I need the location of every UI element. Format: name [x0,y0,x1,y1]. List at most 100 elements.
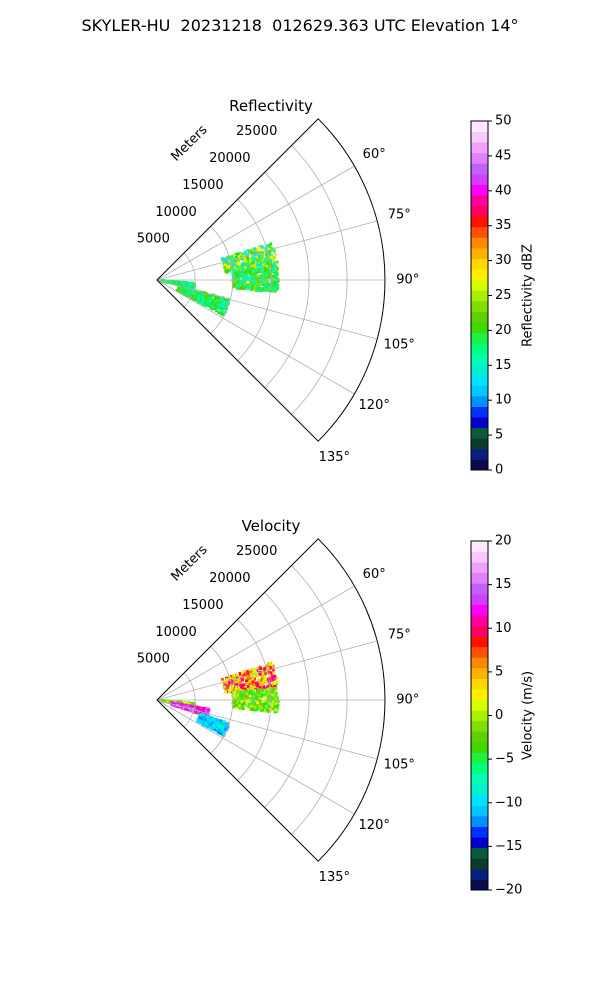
reflectivity-echo-gate [261,246,265,250]
reflectivity-echo-gate [253,253,256,256]
velocity-echo-gate [254,668,258,672]
velocity-echo-gate [212,723,216,727]
reflectivity-echo-gate [264,260,268,264]
velocity-echo-gate [199,720,203,724]
velocity-echo-gate [247,702,251,706]
reflectivity-echo-gate [245,262,249,265]
reflectivity-azimuth-tick-label: 120° [359,398,390,413]
reflectivity-echo-gate [237,259,240,263]
reflectivity-echo-gate [250,288,254,292]
velocity-echo-gate [275,706,279,710]
velocity-echo-gate [239,692,242,696]
reflectivity-echo-gate [236,280,240,284]
velocity-echo-gate [183,701,186,705]
velocity-echo-gate [237,696,241,700]
velocity-echo-gate [264,672,268,675]
velocity-echo-gate [232,696,236,699]
reflectivity-echo-gate [227,256,230,260]
reflectivity-echo-gate [260,280,264,284]
velocity-echo-gate [241,686,244,690]
velocity-echo-gate [224,722,228,726]
reflectivity-echo-gate [257,280,260,284]
velocity-colorbar-segment [471,562,488,574]
reflectivity-echo-gate [235,262,239,265]
reflectivity-echo-gate [247,269,251,273]
velocity-echo-gate [226,686,229,690]
reflectivity-echo-gate [233,264,236,268]
reflectivity-echo-gate [254,279,258,283]
velocity-colorbar-label: Velocity (m/s) [521,671,536,760]
velocity-colorbar-segment [471,699,488,711]
velocity-colorbar-tick-label: −10 [495,795,522,810]
reflectivity-echo-gate [251,267,255,270]
reflectivity-echo-gate [177,288,181,291]
reflectivity-echo-gate [243,262,247,265]
reflectivity-echo-gate [260,257,264,261]
reflectivity-echo-gate [183,287,186,291]
reflectivity-echo-gate [182,292,185,296]
reflectivity-colorbar-segment [471,226,488,238]
reflectivity-echo-gate [227,269,231,273]
velocity-echo-gate [274,708,278,712]
reflectivity-echo-gate [238,282,242,285]
velocity-echo-gate [271,664,275,668]
velocity-echo-gate [221,677,224,681]
velocity-echo-gate [275,676,278,680]
velocity-echo-gate [271,682,275,685]
velocity-echo-gate [247,704,251,708]
velocity-azimuth-tick-label: 105° [384,757,415,772]
velocity-echo-gate [202,707,206,710]
velocity-echo-gate [264,686,267,690]
reflectivity-echo-gate [266,258,270,261]
reflectivity-echo-gate [239,253,243,257]
velocity-echo-gate [179,703,183,707]
reflectivity-echo-gate [239,257,243,261]
reflectivity-colorbar-segment [471,300,488,312]
velocity-echo-gate [197,707,200,711]
reflectivity-echo-gate [260,269,264,273]
reflectivity-colorbar-segment [471,448,488,460]
velocity-echo-gate [257,680,261,684]
reflectivity-azimuth-spoke [156,279,378,340]
reflectivity-echo-gate [220,301,224,305]
reflectivity-echo-gate [195,298,198,301]
velocity-echo-gate [221,732,225,736]
reflectivity-colorbar-segment [471,279,488,291]
reflectivity-azimuth-spoke [156,220,378,281]
velocity-echo-gate [244,679,248,682]
velocity-echo-gate [274,686,278,690]
velocity-echo-gate [248,669,252,673]
velocity-echo-gate [241,695,245,699]
velocity-echo-gate [266,708,270,712]
velocity-echo-gate [240,679,244,682]
velocity-colorbar-segment [471,541,488,552]
reflectivity-echo-gate [245,275,249,279]
velocity-echo-gate [270,671,274,675]
velocity-azimuth-tick-label: 120° [359,818,390,833]
reflectivity-echo-gate [226,268,229,271]
reflectivity-echo-gate [245,256,249,260]
velocity-echo-gate [258,685,262,689]
velocity-azimuth-tick-label: 60° [363,567,386,582]
reflectivity-echo-gate [193,292,196,295]
velocity-echo-gate [202,715,206,718]
velocity-colorbar-segment [471,615,488,627]
reflectivity-echo-gate [245,283,249,287]
velocity-echo-gate [190,702,194,706]
reflectivity-echo-gate [261,251,265,255]
velocity-echo-gate [163,699,167,703]
velocity-echo-gate [260,689,264,693]
reflectivity-colorbar-segment [471,173,488,185]
reflectivity-echo-gate [248,283,252,287]
velocity-radial-axis-label: Meters [168,542,210,584]
reflectivity-echo-gate [171,282,175,285]
reflectivity-colorbar-segment [471,205,488,217]
velocity-echo-gate [216,718,220,722]
reflectivity-colorbar-segment [471,343,488,355]
velocity-echo-gate [201,716,205,720]
reflectivity-echo-gate [232,259,235,263]
reflectivity-echo-gate [271,276,275,280]
reflectivity-echo-gate [243,259,246,263]
reflectivity-echo-gate [272,259,276,262]
